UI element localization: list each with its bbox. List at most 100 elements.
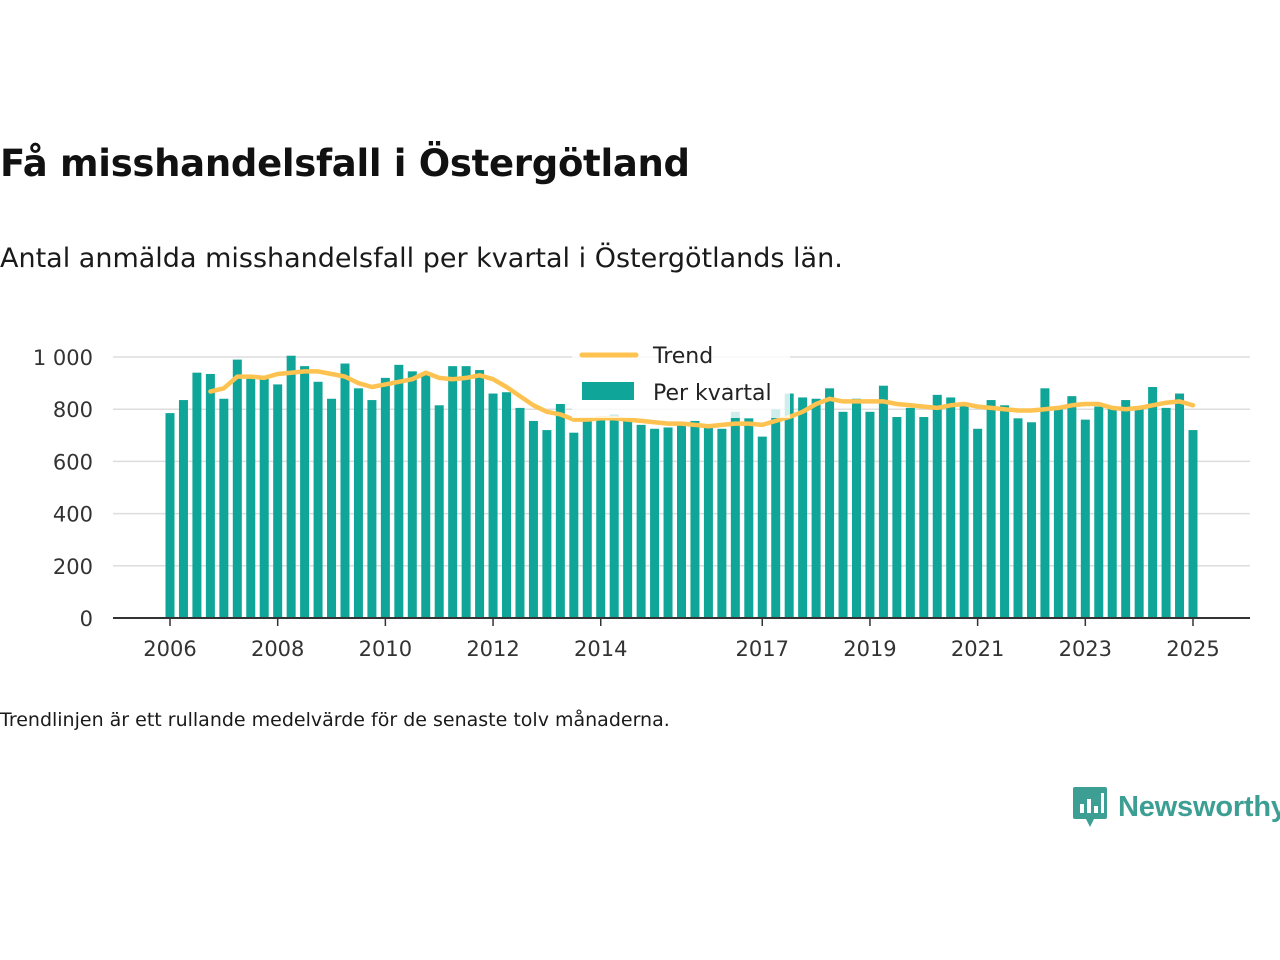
bar	[1040, 388, 1050, 618]
bar	[475, 370, 485, 618]
bar	[1107, 406, 1117, 618]
y-tick-label: 600	[53, 450, 93, 474]
bar	[959, 403, 969, 618]
legend-background	[572, 338, 790, 418]
bar	[1013, 418, 1023, 618]
bar	[811, 398, 821, 618]
bar	[205, 373, 215, 618]
bar	[973, 428, 983, 618]
footnote: Trendlinjen är ett rullande medelvärde f…	[0, 709, 670, 731]
bar	[825, 388, 835, 618]
bar	[663, 427, 673, 618]
x-tick-label: 2012	[466, 637, 519, 661]
x-tick-label: 2017	[736, 637, 789, 661]
legend-bar-swatch	[582, 382, 634, 400]
bar	[421, 373, 431, 618]
bar	[569, 432, 579, 618]
bar	[528, 420, 538, 618]
bar	[596, 418, 606, 618]
bar	[394, 364, 404, 618]
legend: Trend Per kvartal	[572, 338, 790, 418]
chart-title: Få misshandelsfall i Östergötland	[0, 142, 690, 185]
bar	[609, 414, 619, 618]
bar	[730, 411, 740, 618]
bar	[838, 411, 848, 618]
bar	[1080, 419, 1090, 618]
bar	[771, 409, 781, 618]
bar	[703, 427, 713, 618]
bar	[219, 398, 229, 618]
y-tick-label: 1 000	[33, 346, 93, 370]
bar	[1148, 387, 1158, 618]
bar	[986, 400, 996, 618]
bar	[582, 418, 592, 618]
bar	[300, 366, 310, 618]
bar	[650, 428, 660, 618]
x-axis: 2006 2008 2010 2012 2014 2017 2019 2021 2023 2025	[113, 617, 1250, 661]
x-tick-label: 2023	[1059, 637, 1112, 661]
trend-line	[208, 369, 1196, 429]
bar	[636, 424, 646, 618]
bar	[1000, 405, 1010, 618]
bar	[1175, 393, 1185, 618]
bar	[286, 355, 296, 618]
bar	[932, 394, 942, 618]
bar	[313, 381, 323, 618]
bar	[1188, 430, 1198, 618]
bar	[461, 366, 471, 618]
bar	[1094, 406, 1104, 618]
bar	[340, 363, 350, 618]
y-tick-label: 800	[53, 398, 93, 422]
bar	[717, 428, 727, 618]
newsworthy-logo: Newsworthy	[1072, 786, 1280, 828]
x-tick-label: 2019	[843, 637, 896, 661]
x-tick-label: 2014	[574, 637, 627, 661]
bar	[259, 377, 269, 618]
x-tick-label: 2021	[951, 637, 1004, 661]
bar	[946, 397, 956, 618]
x-tick-label: 2025	[1166, 637, 1219, 661]
bar	[367, 400, 377, 618]
bar	[1121, 400, 1131, 618]
bar	[407, 371, 417, 618]
bar	[515, 407, 525, 618]
trend-layer	[208, 369, 1196, 429]
bar	[434, 405, 444, 618]
y-tick-label: 400	[53, 503, 93, 527]
x-tick-label: 2010	[359, 637, 412, 661]
y-tick-label: 200	[53, 555, 93, 579]
bar	[905, 407, 915, 618]
bar	[1067, 396, 1077, 618]
bar	[273, 384, 283, 618]
bar	[380, 377, 390, 618]
y-tick-label: 0	[80, 607, 93, 631]
bar	[502, 392, 512, 618]
bar	[798, 397, 808, 618]
bar	[448, 366, 458, 618]
newsworthy-chart-icon	[1073, 787, 1107, 827]
bar	[192, 372, 202, 618]
bar	[178, 400, 188, 618]
legend-trend-label: Trend	[652, 344, 713, 369]
bar	[892, 417, 902, 618]
bar	[1026, 422, 1036, 618]
bar	[1053, 409, 1063, 618]
bar	[353, 388, 363, 618]
legend-bar-label: Per kvartal	[653, 381, 772, 406]
y-axis-ticks: 0 200 400 600 800 1 000	[33, 346, 93, 631]
bar	[919, 417, 929, 618]
x-tick-label: 2008	[251, 637, 304, 661]
chart-subtitle: Antal anmälda misshandelsfall per kvarta…	[0, 243, 843, 274]
bar	[488, 393, 498, 618]
bar	[878, 385, 888, 618]
bar	[865, 411, 875, 618]
bar	[327, 398, 337, 618]
bar	[1161, 407, 1171, 618]
bar	[165, 413, 175, 618]
bar	[744, 418, 754, 618]
x-tick-label: 2006	[143, 637, 196, 661]
bar	[623, 419, 633, 618]
bar	[690, 420, 700, 618]
bar	[555, 403, 565, 618]
bar	[542, 430, 552, 618]
